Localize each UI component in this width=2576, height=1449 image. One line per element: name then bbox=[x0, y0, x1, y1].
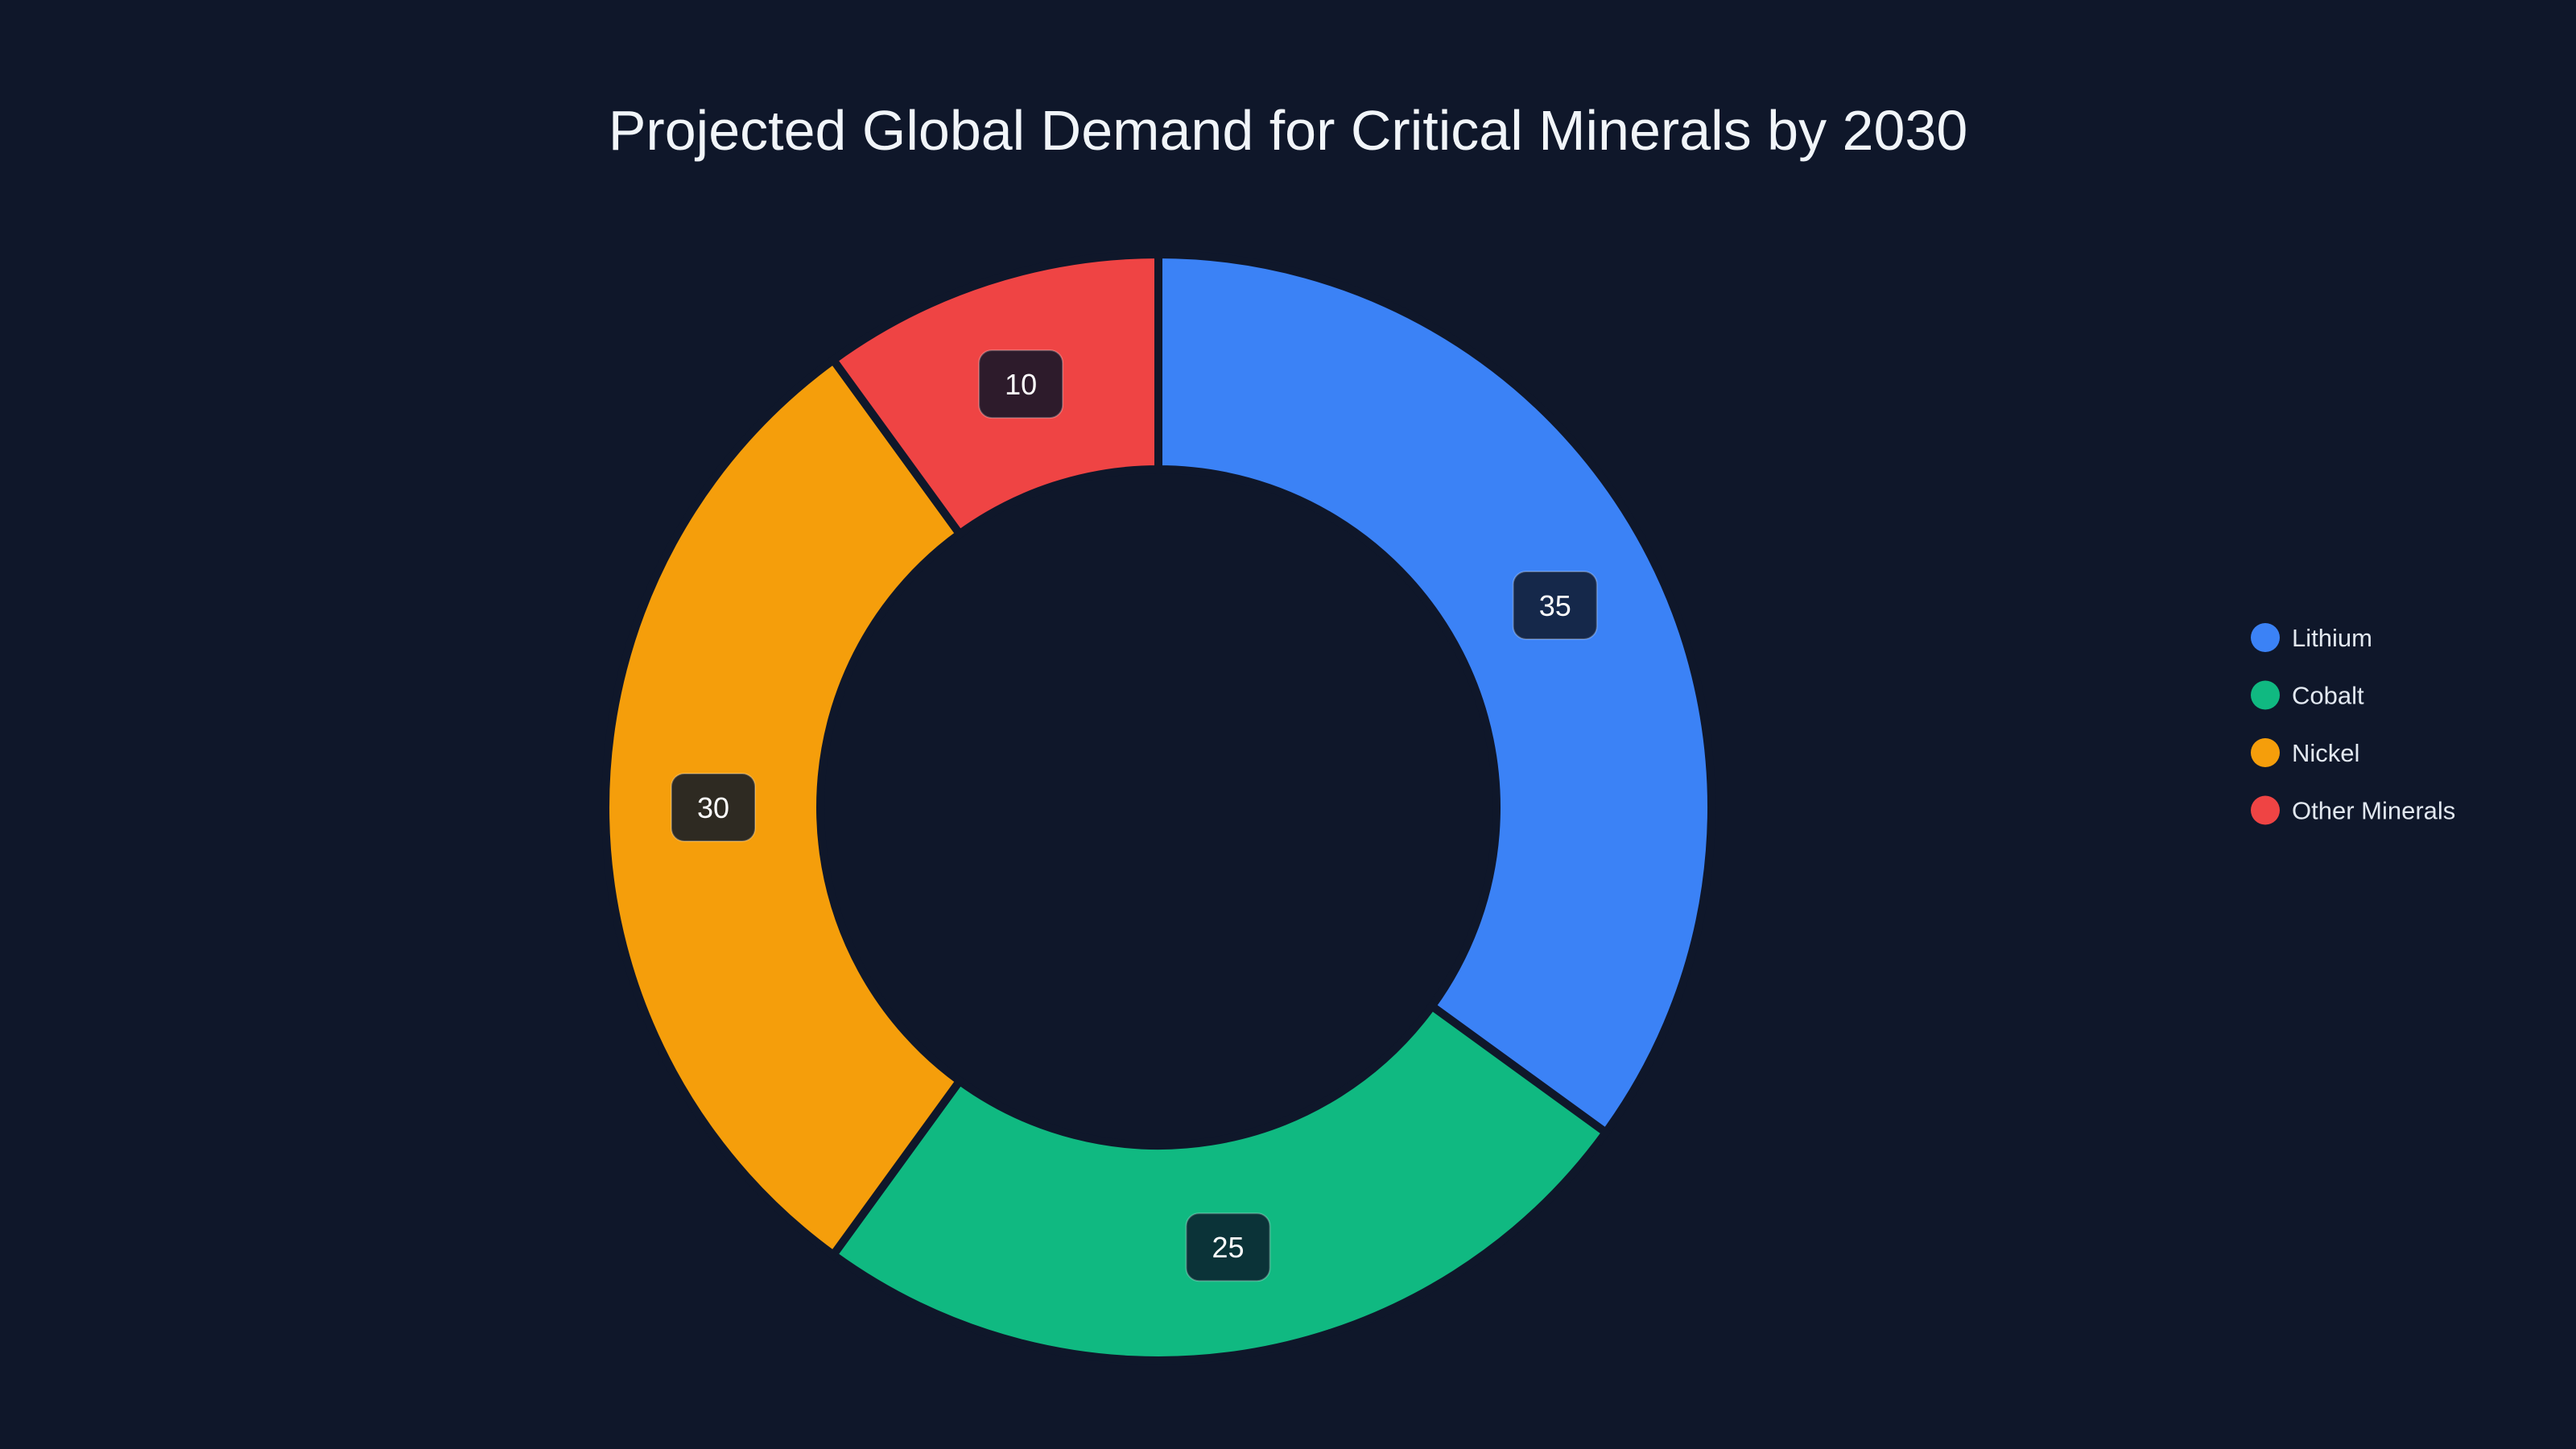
legend-item[interactable]: Lithium bbox=[2251, 623, 2372, 652]
data-label-text: 10 bbox=[1005, 368, 1037, 401]
data-label-box bbox=[1185, 1212, 1271, 1282]
data-label: 25 bbox=[1185, 1212, 1271, 1282]
legend-item[interactable]: Other Minerals bbox=[2251, 795, 2455, 825]
legend-dot-icon bbox=[2251, 738, 2280, 767]
data-label: 30 bbox=[671, 773, 756, 842]
legend-label: Other Minerals bbox=[2292, 797, 2455, 825]
data-label: 35 bbox=[1512, 570, 1598, 640]
data-label-box bbox=[978, 349, 1064, 419]
data-label-box bbox=[671, 773, 756, 842]
slices bbox=[601, 250, 1715, 1364]
data-label-text: 35 bbox=[1539, 589, 1571, 622]
legend-item[interactable]: Nickel bbox=[2251, 738, 2359, 767]
legend-dot-icon bbox=[2251, 680, 2280, 710]
data-label-text: 25 bbox=[1212, 1231, 1244, 1264]
data-label-box bbox=[1512, 570, 1598, 640]
legend-dot-icon bbox=[2251, 795, 2280, 825]
legend-dot-icon bbox=[2251, 623, 2280, 652]
data-label-text: 30 bbox=[697, 791, 729, 824]
legend-label: Nickel bbox=[2292, 739, 2359, 767]
legend: Lithium Cobalt Nickel Other Minerals bbox=[2251, 623, 2455, 825]
data-label: 10 bbox=[978, 349, 1064, 419]
data-labels: 35 25 30 10 bbox=[671, 349, 1598, 1282]
legend-label: Cobalt bbox=[2292, 682, 2364, 710]
legend-item[interactable]: Cobalt bbox=[2251, 680, 2364, 710]
slice-lithium[interactable] bbox=[1154, 250, 1715, 1138]
chart-title: Projected Global Demand for Critical Min… bbox=[609, 99, 1968, 162]
legend-label: Lithium bbox=[2292, 624, 2372, 652]
slice-cobalt[interactable] bbox=[828, 1000, 1612, 1364]
slice-nickel[interactable] bbox=[601, 354, 966, 1261]
